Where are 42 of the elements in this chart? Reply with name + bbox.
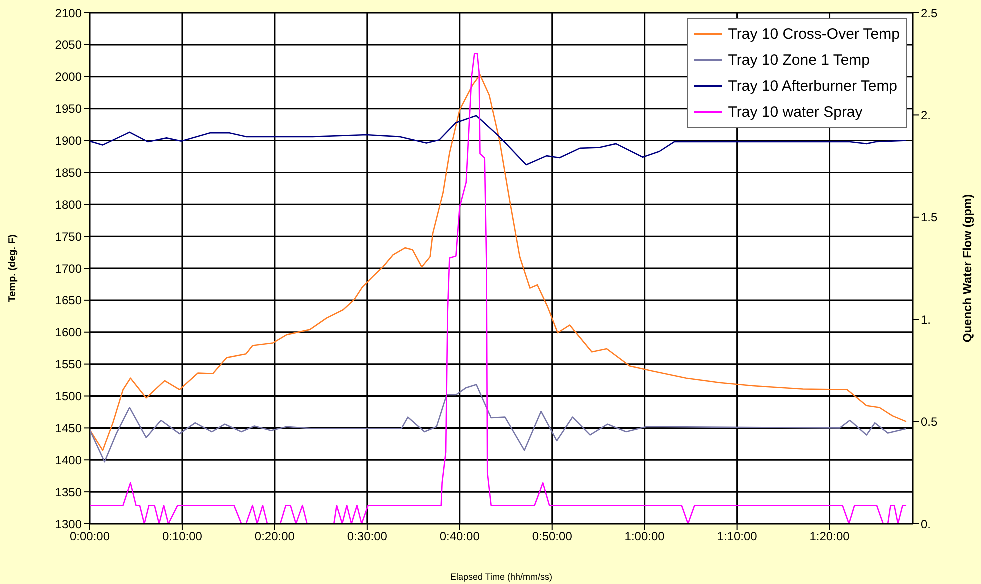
line-series: [90, 53, 908, 524]
y-tick-label: 1650: [55, 294, 82, 308]
y2-tick-label: 2.: [921, 108, 932, 122]
y-tick-label: 1800: [55, 198, 82, 212]
y2-tick-label: 0.5: [921, 415, 938, 430]
x-tick-label: 0:10:00: [162, 530, 203, 544]
y2-tick-label: 0.: [921, 517, 932, 532]
x-tick-label: 0:20:00: [254, 530, 296, 544]
y2-axis-title: Quench Water Flow (gpm): [960, 194, 974, 343]
y-tick-label: 1850: [55, 166, 82, 180]
x-tick-label: 0:30:00: [347, 530, 388, 544]
y-tick-label: 1500: [55, 390, 82, 404]
y-tick-label: 1950: [55, 102, 82, 116]
y-tick-label: 2000: [55, 70, 82, 84]
legend-label: Tray 10 water Spray: [728, 104, 863, 120]
x-tick-label: 1:00:00: [624, 530, 666, 544]
y2-tick-label: 1.5: [921, 210, 938, 225]
line-series: [90, 384, 908, 463]
y-tick-label: 1550: [55, 358, 82, 372]
y-tick-label: 2100: [55, 6, 82, 20]
y-axis-title: Temp. (deg. F): [8, 234, 19, 302]
x-tick-label: 0:40:00: [440, 530, 480, 544]
y-tick-label: 2050: [55, 38, 82, 52]
y-tick-label: 1750: [55, 230, 82, 244]
y-tick-label: 1350: [55, 485, 82, 500]
legend-label: Tray 10 Zone 1 Temp: [728, 52, 870, 68]
y-tick-label: 1600: [55, 326, 82, 340]
y-tick-label: 1450: [55, 421, 82, 436]
y-tick-label: 1900: [55, 134, 82, 148]
x-tick-label: 1:10:00: [717, 530, 758, 544]
x-axis-title: Elapsed Time (hh/mm/ss): [450, 572, 553, 582]
y-tick-label: 1300: [55, 517, 82, 532]
y-tick-label: 1400: [55, 453, 82, 468]
y2-tick-label: 2.5: [921, 6, 938, 20]
x-tick-label: 0:50:00: [532, 530, 573, 544]
legend-label: Tray 10 Cross-Over Temp: [728, 26, 900, 42]
line-series: [90, 74, 908, 452]
y2-tick-label: 1.: [921, 312, 932, 327]
x-tick-label: 1:20:00: [810, 530, 850, 544]
legend-label: Tray 10 Afterburner Temp: [728, 78, 898, 94]
x-tick-label: 0:00:00: [70, 530, 110, 544]
y-tick-label: 1700: [55, 262, 82, 276]
